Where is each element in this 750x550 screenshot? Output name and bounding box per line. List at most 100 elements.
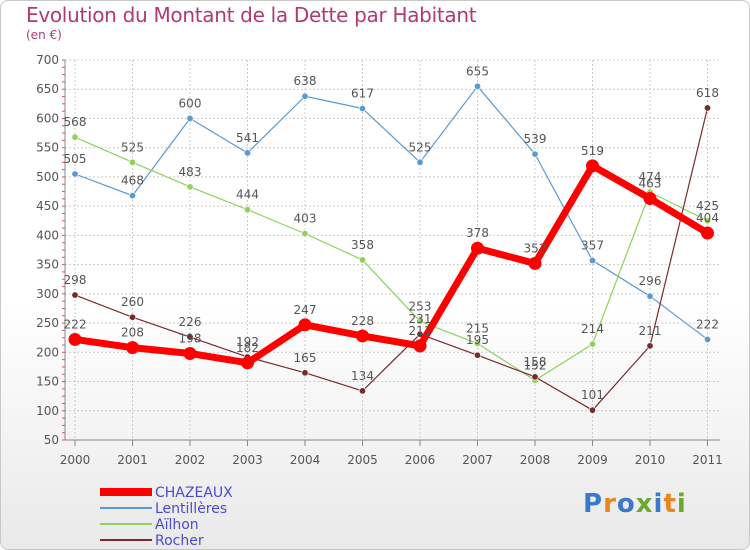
data-point xyxy=(71,170,79,178)
logo-letter: i xyxy=(653,489,664,519)
y-tick-label: 600 xyxy=(36,111,59,125)
data-point xyxy=(186,183,194,191)
logo-letter: o xyxy=(616,489,636,519)
data-label: 568 xyxy=(64,115,87,129)
x-tick-label: 2000 xyxy=(60,453,91,467)
grid xyxy=(65,59,720,441)
x-tick-label: 2002 xyxy=(175,453,206,467)
data-point xyxy=(646,342,654,350)
x-tick-label: 2011 xyxy=(692,453,723,467)
data-label: 519 xyxy=(581,144,604,158)
data-point xyxy=(129,313,137,321)
data-point xyxy=(129,192,137,200)
data-point xyxy=(68,332,82,346)
data-point xyxy=(531,373,539,381)
x-tick-label: 2001 xyxy=(117,453,148,467)
data-label: 253 xyxy=(409,299,432,313)
data-point xyxy=(416,317,424,325)
data-label: 222 xyxy=(64,317,87,331)
data-label: 215 xyxy=(466,322,489,336)
data-point xyxy=(701,226,714,240)
y-tick-label: 700 xyxy=(36,53,59,67)
data-point xyxy=(241,356,254,370)
logo-letter: i xyxy=(676,489,687,519)
legend-label: Rocher xyxy=(155,533,204,549)
data-label: 198 xyxy=(179,331,202,345)
x-tick-label: 2008 xyxy=(520,453,551,467)
data-label: 474 xyxy=(639,170,662,184)
series-lines xyxy=(68,82,714,414)
x-tick-label: 2003 xyxy=(232,453,263,467)
data-label: 525 xyxy=(409,140,432,154)
data-point xyxy=(473,340,481,348)
data-label: 468 xyxy=(121,174,144,188)
data-point xyxy=(471,241,484,255)
y-tick-label: 250 xyxy=(36,316,59,330)
data-point xyxy=(531,150,539,158)
data-point xyxy=(413,339,427,353)
data-label: 403 xyxy=(294,212,317,226)
series-line-aïlhon xyxy=(74,136,708,381)
y-tick-label: 650 xyxy=(36,82,59,96)
logo-letter: P xyxy=(583,489,604,519)
data-point xyxy=(358,387,366,395)
data-point xyxy=(588,340,596,348)
proxiti-logo: Proxiti xyxy=(583,489,687,519)
data-label: 247 xyxy=(294,303,317,317)
y-tick-label: 350 xyxy=(36,258,59,272)
data-point xyxy=(588,406,596,414)
data-label: 152 xyxy=(524,358,547,372)
data-point xyxy=(126,341,139,355)
data-label: 211 xyxy=(409,324,432,338)
data-point xyxy=(301,230,309,238)
data-point xyxy=(358,105,366,113)
y-tick-label: 100 xyxy=(36,404,59,418)
x-tick-label: 2010 xyxy=(635,453,666,467)
data-label: 357 xyxy=(581,239,604,253)
data-label: 158 xyxy=(524,355,547,369)
data-point xyxy=(298,318,312,332)
data-label: 165 xyxy=(294,351,317,365)
data-label: 182 xyxy=(236,341,259,355)
y-tick-label: 500 xyxy=(36,170,59,184)
data-point xyxy=(473,82,481,90)
series-line-lentillères xyxy=(74,85,708,340)
series-line-chazeaux xyxy=(74,162,710,367)
axes: 50 100 150 200 250 300 350 400 450 500 550 600 650 70… xyxy=(36,53,723,467)
data-point xyxy=(301,92,309,100)
y-tick-label: 450 xyxy=(36,199,59,213)
data-label: 134 xyxy=(351,369,374,383)
legend-label: Aïlhon xyxy=(155,517,199,533)
data-point xyxy=(473,351,481,359)
data-point xyxy=(244,149,252,157)
chart-title: Evolution du Montant de la Dette par Hab… xyxy=(26,3,477,27)
data-point xyxy=(71,291,79,299)
data-label: 192 xyxy=(236,335,259,349)
y-tick-label: 50 xyxy=(44,433,59,447)
series-line-rocher xyxy=(74,107,709,411)
data-label: 444 xyxy=(236,188,259,202)
data-label: 425 xyxy=(696,199,719,213)
logo-letter: r xyxy=(603,489,617,519)
x-tick-label: 2004 xyxy=(290,453,321,467)
legend-label: CHAZEAUX xyxy=(155,485,233,501)
data-label: 618 xyxy=(696,86,719,100)
legend-label: Lentillères xyxy=(155,501,227,517)
data-point xyxy=(416,158,424,166)
data-point xyxy=(71,133,79,141)
data-point xyxy=(129,158,137,166)
data-label: 655 xyxy=(466,64,489,78)
data-point xyxy=(588,257,596,265)
y-tick-label: 200 xyxy=(36,345,59,359)
data-point xyxy=(643,192,657,206)
data-label: 222 xyxy=(696,317,719,331)
data-label: 525 xyxy=(121,140,144,154)
data-label: 378 xyxy=(466,226,489,240)
y-tick-label: 550 xyxy=(36,141,59,155)
data-label: 505 xyxy=(64,152,87,166)
y-tick-label: 300 xyxy=(36,287,59,301)
x-tick-label: 2005 xyxy=(347,453,378,467)
x-tick-label: 2009 xyxy=(577,453,608,467)
